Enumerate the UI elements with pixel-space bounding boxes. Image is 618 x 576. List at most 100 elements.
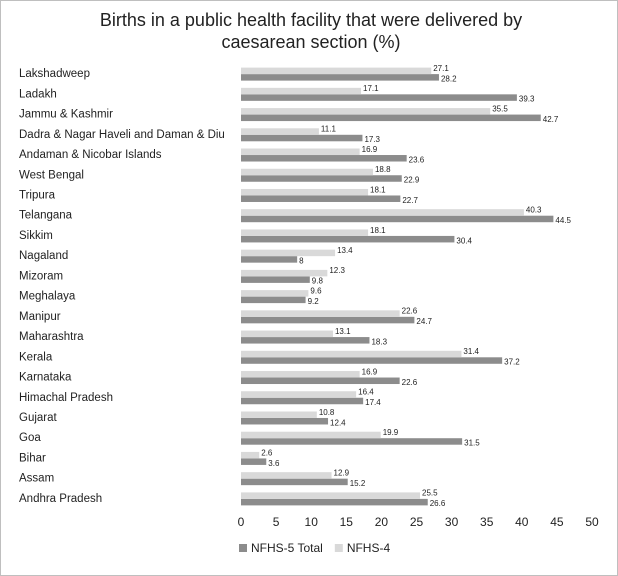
value-label: 19.9 xyxy=(383,428,399,437)
bar xyxy=(241,209,524,216)
y-tick-label: Kerala xyxy=(19,351,53,363)
bar xyxy=(241,269,328,277)
value-label: 15.2 xyxy=(350,479,366,488)
bar xyxy=(241,188,369,196)
value-label: 35.5 xyxy=(492,104,508,113)
x-tick-label: 35 xyxy=(480,515,494,529)
value-label: 18.3 xyxy=(371,337,387,346)
x-tick-label: 25 xyxy=(410,515,424,529)
bar xyxy=(241,438,463,445)
bar xyxy=(241,337,370,344)
y-tick-label: Tripura xyxy=(19,190,56,202)
bar xyxy=(241,478,348,486)
value-label: 39.3 xyxy=(519,95,535,104)
bar xyxy=(241,451,260,459)
bar xyxy=(241,316,415,324)
value-label: 40.3 xyxy=(526,206,542,215)
bar xyxy=(241,431,381,439)
value-label: 12.3 xyxy=(329,266,345,275)
bar xyxy=(241,411,317,418)
x-tick-label: 30 xyxy=(445,515,459,529)
value-label: 44.5 xyxy=(555,216,571,225)
bar xyxy=(241,134,363,142)
y-tick-label: Gujarat xyxy=(19,412,58,424)
y-tick-label: Assam xyxy=(19,473,54,485)
value-label: 31.4 xyxy=(463,347,479,356)
value-label: 12.9 xyxy=(334,469,350,478)
y-tick-label: Ladakh xyxy=(19,88,57,100)
bar xyxy=(241,296,306,304)
value-label: 16.9 xyxy=(362,367,378,376)
bar xyxy=(241,310,400,317)
y-tick-label: Goa xyxy=(19,432,41,444)
x-tick-label: 10 xyxy=(305,515,319,529)
value-label: 3.6 xyxy=(268,459,280,468)
bar xyxy=(241,229,369,236)
value-label: 18.1 xyxy=(370,226,386,235)
value-label: 28.2 xyxy=(441,74,457,83)
legend-label: NFHS-5 Total xyxy=(251,541,323,555)
value-label: 17.1 xyxy=(363,84,379,93)
value-label: 22.6 xyxy=(402,378,418,387)
value-label: 17.3 xyxy=(364,135,380,144)
value-label: 30.4 xyxy=(456,236,472,245)
bar xyxy=(241,155,407,162)
x-tick-label: 5 xyxy=(273,515,280,529)
value-label: 18.1 xyxy=(370,185,386,194)
x-tick-label: 15 xyxy=(340,515,354,529)
bar xyxy=(241,371,360,378)
bar xyxy=(241,276,310,283)
bar xyxy=(241,391,357,398)
value-label: 37.2 xyxy=(504,358,520,367)
value-label: 42.7 xyxy=(543,115,559,124)
x-tick-label: 45 xyxy=(550,515,564,529)
x-tick-label: 0 xyxy=(238,515,245,529)
value-label: 22.7 xyxy=(402,196,418,205)
bar xyxy=(241,128,319,135)
value-label: 26.6 xyxy=(430,499,446,508)
bar xyxy=(241,492,421,499)
x-tick-label: 50 xyxy=(585,515,599,529)
value-label: 2.6 xyxy=(261,448,273,457)
value-label: 8 xyxy=(299,257,304,266)
bar xyxy=(241,472,332,479)
bar xyxy=(241,235,455,243)
bar xyxy=(241,114,541,122)
value-label: 9.2 xyxy=(308,297,320,306)
y-tick-label: Telangana xyxy=(19,210,73,222)
value-label: 22.6 xyxy=(402,307,418,316)
value-label: 31.5 xyxy=(464,439,480,448)
bar xyxy=(241,94,517,101)
bar xyxy=(241,74,439,81)
x-tick-label: 40 xyxy=(515,515,529,529)
bar xyxy=(241,256,298,263)
y-tick-label: Jammu & Kashmir xyxy=(19,109,113,121)
legend-label: NFHS-4 xyxy=(347,541,391,555)
y-tick-label: Dadra & Nagar Haveli and Daman & Diu xyxy=(19,129,225,141)
y-tick-label: Manipur xyxy=(19,311,61,323)
value-label: 24.7 xyxy=(416,317,432,326)
value-label: 25.5 xyxy=(422,489,438,498)
bar xyxy=(241,397,364,405)
y-tick-label: Andaman & Nicobar Islands xyxy=(19,149,162,161)
value-label: 18.8 xyxy=(375,165,391,174)
y-tick-label: Andhra Pradesh xyxy=(19,493,102,505)
bar xyxy=(241,215,554,223)
y-tick-label: Nagaland xyxy=(19,250,68,262)
bar xyxy=(241,195,401,202)
y-tick-label: Maharashtra xyxy=(19,331,84,343)
bar xyxy=(241,458,267,465)
value-label: 17.4 xyxy=(365,398,381,407)
bar xyxy=(241,357,503,364)
y-tick-label: Mizoram xyxy=(19,270,63,282)
value-label: 12.4 xyxy=(330,418,346,427)
value-label: 9.6 xyxy=(310,286,322,295)
bar xyxy=(241,498,428,506)
y-tick-label: Bihar xyxy=(19,452,46,464)
bar xyxy=(241,350,462,358)
x-tick-label: 20 xyxy=(375,515,389,529)
bar xyxy=(241,330,333,338)
bar xyxy=(241,148,360,156)
y-tick-label: West Bengal xyxy=(19,169,84,181)
